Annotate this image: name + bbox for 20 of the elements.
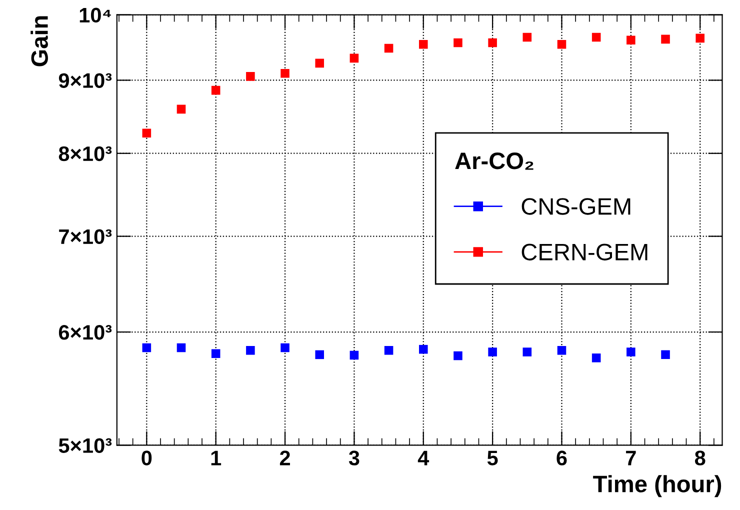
x-tick-label: 8 (694, 450, 706, 466)
legend-title: Ar-CO₂ (455, 152, 534, 170)
y-tick-label: 8×10³ (58, 146, 112, 162)
y-axis-title: Gain (30, 16, 48, 66)
legend-label: CNS-GEM (522, 198, 630, 215)
x-tick-label: 0 (142, 450, 152, 466)
y-tick-label: 9×10³ (58, 73, 112, 88)
x-tick-label: 7 (626, 450, 636, 466)
x-tick-label: 3 (348, 450, 360, 466)
x-tick-label: 2 (280, 450, 290, 466)
y-tick-label: 6×10³ (58, 325, 112, 340)
x-axis-title: Time (hour) (593, 475, 722, 498)
x-tick-label: 1 (211, 450, 222, 466)
x-tick-label: 5 (487, 450, 498, 466)
y-tick-label: 10⁴ (80, 8, 111, 23)
x-tick-label: 6 (556, 450, 567, 466)
y-tick-label: 7×10³ (59, 229, 112, 244)
x-tick-label: 4 (418, 450, 430, 466)
legend-label: CERN-GEM (522, 244, 648, 260)
y-tick-label: 5×10³ (58, 438, 112, 453)
